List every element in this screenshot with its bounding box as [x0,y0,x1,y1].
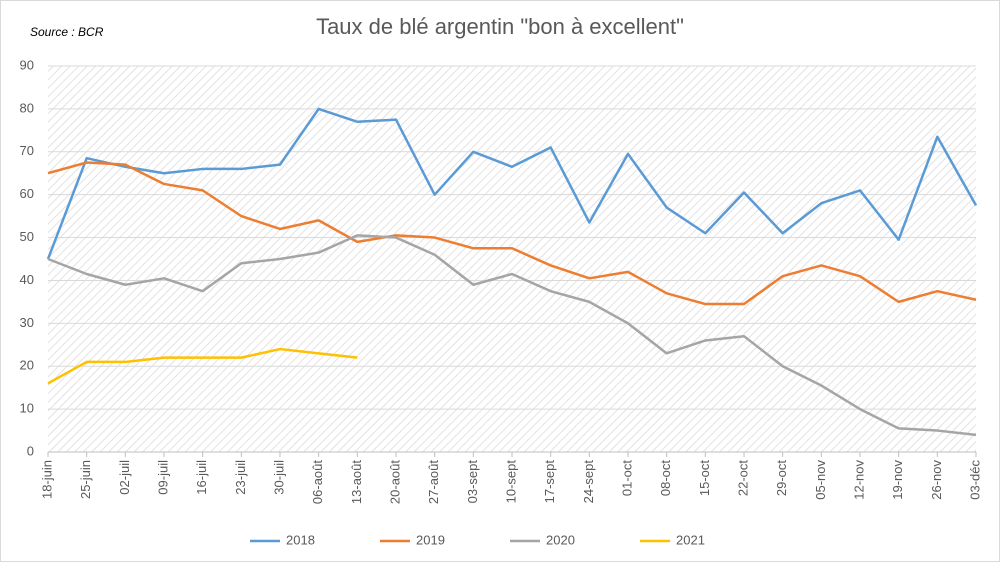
y-tick-label: 30 [20,315,34,330]
x-tick-label: 25-juin [78,460,93,499]
x-tick-label: 23-juil [233,460,248,495]
plot-area [48,66,976,452]
chart-title: Taux de blé argentin "bon à excellent" [316,14,684,39]
y-tick-label: 10 [20,401,34,416]
x-tick-label: 20-août [387,460,402,504]
x-tick-label: 13-août [349,460,364,504]
series-line [47,347,358,385]
x-tick-label: 30-juil [271,460,286,495]
y-tick-label: 50 [20,229,34,244]
x-tick-label: 22-oct [735,460,750,497]
x-tick-label: 01-oct [619,460,634,497]
x-tick-label: 24-sept [581,460,596,504]
legend-label: 2021 [676,532,705,547]
y-tick-label: 40 [20,272,34,287]
source: Source : BCR [30,25,104,39]
y-tick-label: 90 [20,57,34,72]
x-tick-label: 03-déc [967,460,982,500]
x-tick-label: 03-sept [465,460,480,504]
x-tick-label: 10-sept [503,460,518,504]
y-tick-label: 70 [20,143,34,158]
y-tick-label: 80 [20,100,34,115]
y-tick-label: 0 [27,443,34,458]
x-tick-label: 18-juin [39,460,54,499]
series-line [47,234,977,437]
y-tick-label: 20 [20,358,34,373]
y-tick-label: 60 [20,186,34,201]
legend-label: 2018 [286,532,315,547]
legend-label: 2020 [546,532,575,547]
x-tick-label: 17-sept [542,460,557,504]
x-tick-label: 09-juil [155,460,170,495]
x-tick-label: 15-oct [697,460,712,497]
x-tick-label: 26-nov [929,460,944,500]
x-tick-label: 29-oct [774,460,789,497]
legend-label: 2019 [416,532,445,547]
x-tick-label: 02-juil [117,460,132,495]
x-tick-label: 27-août [426,460,441,504]
series-line [46,107,978,260]
x-tick-label: 19-nov [890,460,905,500]
x-tick-label: 16-juil [194,460,209,495]
series-line [47,161,977,306]
x-tick-label: 05-nov [813,460,828,500]
x-tick-label: 06-août [310,460,325,504]
x-tick-label: 12-nov [851,460,866,500]
x-tick-label: 08-oct [658,460,673,497]
